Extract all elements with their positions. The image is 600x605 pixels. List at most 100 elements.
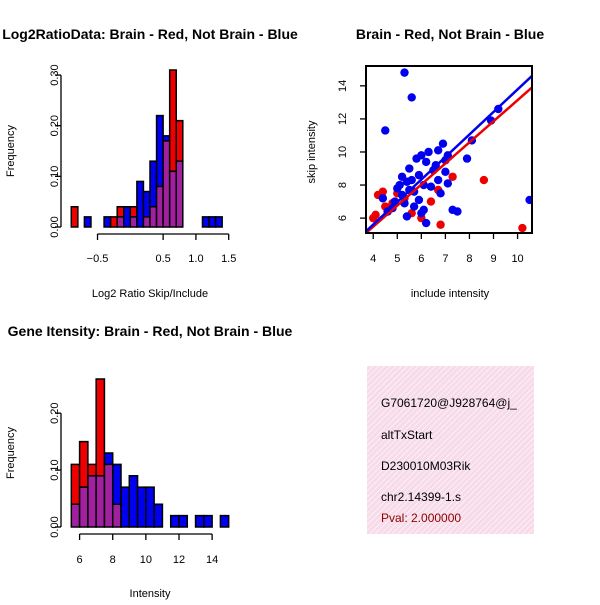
intensity-scatter-x-tick-label: 8	[466, 253, 472, 265]
intensity-scatter-x-label: include intensity	[411, 288, 490, 300]
log2-ratio-hist-y-tick-label: 0.30	[49, 64, 61, 85]
intensity-scatter-y-tick-label: 10	[337, 146, 349, 158]
intensity-scatter-frame	[365, 65, 533, 234]
gene-intensity-hist-bar-brain	[95, 378, 106, 477]
p-value: Pval: 2.000000	[381, 511, 462, 525]
intensity-scatter-point-brain	[378, 187, 388, 196]
event-id: G7061720@J928764@j_	[381, 396, 517, 410]
intensity-scatter-point-not-brain	[421, 157, 431, 167]
intensity-scatter-x-tick-label: 5	[394, 253, 400, 265]
gene-intensity-hist-x-tick-label: 6	[77, 554, 83, 566]
intensity-scatter-fit-line-not-brain	[366, 75, 532, 233]
gene-intensity-hist-bar-overlap	[103, 463, 114, 528]
gene-intensity-hist-bar-not-brain	[145, 486, 155, 528]
intensity-scatter-point-not-brain	[405, 164, 414, 173]
intensity-scatter-point-not-brain	[441, 167, 450, 177]
event-info-panel: G7061720@J928764@j_ altTxStart D230010M0…	[367, 366, 534, 534]
gene-intensity-hist-title: Gene Itensity: Brain - Red, Not Brain - …	[8, 323, 293, 339]
log2-ratio-hist-title: Log2RatioData: Brain - Red, Not Brain - …	[2, 26, 298, 42]
gene-name: D230010M03Rik	[381, 459, 471, 473]
intensity-scatter-y-tick-label: 6	[337, 215, 349, 221]
gene-intensity-hist-bar-not-brain	[120, 486, 131, 528]
gene-intensity-hist-y-label: Frequency	[5, 427, 17, 479]
intensity-scatter-point-not-brain	[424, 147, 433, 157]
gene-intensity-hist-x-tick-label: 12	[173, 554, 185, 566]
intensity-scatter-point-not-brain	[443, 179, 452, 188]
log2-ratio-hist-bar-overlap	[116, 216, 125, 228]
gene-location: chr2.14399-1.s	[381, 490, 462, 504]
log2-ratio-hist-bar-not-brain	[136, 180, 145, 228]
log2-ratio-hist-bar-overlap	[162, 140, 171, 228]
gene-intensity-hist-bar-not-brain	[153, 503, 164, 528]
intensity-scatter-x-tick-label: 9	[490, 253, 496, 265]
gene-intensity-hist-y-tick-label: 0.10	[49, 459, 61, 480]
gene-intensity-hist-bar-overlap	[111, 503, 122, 528]
intensity-scatter-y-tick-label: 8	[337, 182, 349, 188]
gene-intensity-hist-x-tick-label: 14	[206, 554, 218, 566]
intensity-scatter-point-not-brain	[436, 189, 445, 198]
intensity-scatter-point-not-brain	[414, 170, 424, 180]
intensity-scatter-point-brain	[426, 197, 436, 206]
log2-ratio-hist-bar-brain	[116, 205, 125, 218]
gene-intensity-hist-bar-overlap	[95, 475, 106, 528]
log2-ratio-hist-x-label: Log2 Ratio Skip/Include	[92, 288, 208, 300]
gene-intensity-hist-bar-not-brain	[169, 514, 180, 528]
intensity-scatter-point-not-brain	[395, 180, 404, 190]
gene-intensity-hist-bar-not-brain	[178, 514, 189, 528]
intensity-scatter-point-not-brain	[378, 194, 388, 203]
intensity-scatter-x-tick-label: 10	[511, 253, 523, 265]
intensity-scatter-y-tick-label: 12	[337, 113, 349, 125]
log2-ratio-hist-y-tick-label: 0.10	[49, 166, 61, 187]
log2-ratio-hist-bar-overlap	[175, 160, 184, 228]
intensity-scatter-x-tick-label: 6	[418, 253, 424, 265]
gene-intensity-hist-x-tick-label: 10	[140, 554, 152, 566]
log2-ratio-hist-x-tick-label: −0.5	[87, 253, 109, 265]
gene-intensity-hist-bar-brain	[70, 463, 81, 505]
log2-ratio-hist-x-tick-label: 1.5	[221, 253, 236, 265]
log2-ratio-hist-bar-not-brain	[83, 216, 92, 228]
log2-ratio-hist-bar-overlap	[149, 205, 158, 228]
log2-ratio-hist-bar-not-brain	[123, 205, 132, 228]
gene-intensity-hist-bar-not-brain	[111, 463, 122, 505]
intensity-scatter-point-not-brain	[417, 151, 426, 160]
intensity-scatter-point-not-brain	[414, 195, 424, 205]
log2-ratio-hist-y-tick-label: 0.20	[49, 115, 61, 136]
gene-intensity-hist-y-tick-label: 0.00	[49, 516, 61, 537]
log2-ratio-hist-bar-brain	[70, 205, 79, 228]
intensity-scatter-point-not-brain	[407, 175, 416, 185]
log2-ratio-hist-y-tick-label: 0.00	[49, 216, 61, 237]
intensity-scatter-point-not-brain	[462, 154, 472, 163]
gene-intensity-hist-bar-not-brain	[103, 452, 114, 466]
intensity-scatter-point-not-brain	[409, 202, 419, 211]
intensity-scatter-point-not-brain	[381, 126, 390, 135]
intensity-scatter-point-not-brain	[453, 207, 462, 216]
log2-ratio-hist-bar-brain	[109, 216, 118, 228]
intensity-scatter-point-not-brain	[419, 205, 428, 215]
gene-intensity-hist-bar-not-brain	[203, 514, 213, 528]
gene-intensity-hist-bar-not-brain	[194, 514, 205, 528]
gene-intensity-hist-bar-overlap	[70, 503, 81, 528]
intensity-scatter-point-brain	[371, 210, 380, 220]
intensity-scatter-point-not-brain	[438, 139, 448, 148]
intensity-scatter-point-brain	[479, 175, 489, 185]
intensity-scatter-point-not-brain	[433, 175, 443, 185]
log2-ratio-hist-bar-not-brain	[142, 190, 151, 218]
gene-intensity-hist-bar-not-brain	[128, 475, 139, 528]
intensity-scatter-point-not-brain	[407, 93, 416, 102]
log2-ratio-hist-bar-not-brain	[103, 216, 112, 228]
log2-ratio-hist-bar-brain	[175, 119, 184, 162]
gene-intensity-hist-x-label: Intensity	[130, 588, 171, 600]
intensity-scatter-point-not-brain	[426, 182, 436, 191]
intensity-scatter-title: Brain - Red, Not Brain - Blue	[356, 26, 544, 42]
intensity-scatter-point-brain	[448, 172, 457, 181]
log2-ratio-hist-x-tick-label: 1.0	[188, 253, 203, 265]
intensity-scatter-point-not-brain	[421, 218, 431, 228]
intensity-scatter-point-brain	[518, 223, 527, 233]
gene-intensity-hist-bar-not-brain	[136, 486, 147, 528]
gene-intensity-hist-bar-overlap	[78, 486, 89, 528]
intensity-scatter-fit-line-brain	[366, 86, 532, 233]
intensity-scatter-plot-area	[366, 68, 532, 233]
gene-intensity-hist-x-tick-label: 8	[110, 554, 116, 566]
log2-ratio-hist-bar-not-brain	[162, 135, 171, 142]
